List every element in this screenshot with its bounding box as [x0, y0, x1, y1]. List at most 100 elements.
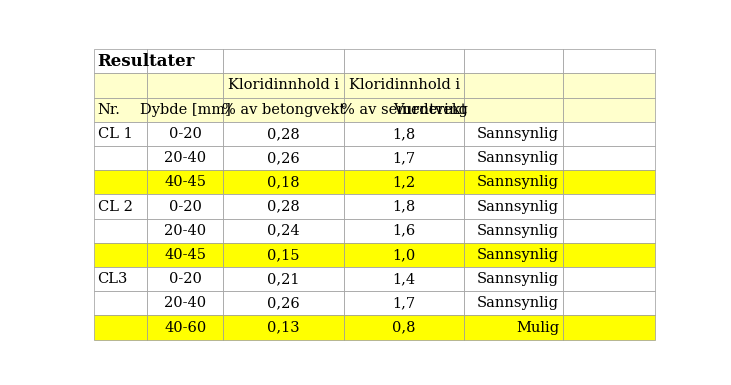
Bar: [464, 146, 563, 170]
Bar: [148, 122, 223, 146]
Bar: [148, 267, 223, 291]
Bar: [94, 243, 148, 267]
Bar: [148, 315, 223, 340]
Text: Mulig: Mulig: [516, 321, 559, 335]
Bar: [563, 146, 655, 170]
Bar: [94, 291, 148, 315]
Bar: [464, 219, 563, 243]
Text: Sannsynlig: Sannsynlig: [477, 151, 559, 165]
Bar: [148, 243, 223, 267]
Text: 0,8: 0,8: [393, 321, 416, 335]
Text: Sannsynlig: Sannsynlig: [477, 127, 559, 141]
Bar: [94, 315, 148, 340]
Bar: [94, 122, 148, 146]
Text: 1,7: 1,7: [393, 296, 416, 310]
Text: Sannsynlig: Sannsynlig: [477, 248, 559, 262]
Text: 1,7: 1,7: [393, 151, 416, 165]
Text: 20-40: 20-40: [164, 296, 206, 310]
Bar: [94, 74, 148, 97]
Text: Nr.: Nr.: [98, 103, 121, 117]
Bar: [223, 243, 344, 267]
Text: 0,26: 0,26: [267, 151, 300, 165]
Bar: [464, 267, 563, 291]
Text: Sannsynlig: Sannsynlig: [477, 296, 559, 310]
Bar: [148, 219, 223, 243]
Text: 1,0: 1,0: [393, 248, 416, 262]
Bar: [563, 267, 655, 291]
Bar: [563, 122, 655, 146]
Text: 0,18: 0,18: [268, 175, 300, 189]
Bar: [563, 315, 655, 340]
Bar: [344, 97, 464, 122]
Text: 40-45: 40-45: [164, 175, 206, 189]
Bar: [223, 219, 344, 243]
Bar: [223, 194, 344, 219]
Bar: [223, 49, 344, 74]
Text: 0,15: 0,15: [268, 248, 300, 262]
Text: Sannsynlig: Sannsynlig: [477, 224, 559, 238]
Bar: [344, 194, 464, 219]
Bar: [148, 97, 223, 122]
Bar: [94, 170, 148, 194]
Text: 0,28: 0,28: [267, 199, 300, 214]
Bar: [464, 74, 563, 97]
Text: Sannsynlig: Sannsynlig: [477, 175, 559, 189]
Bar: [344, 122, 464, 146]
Text: Sannsynlig: Sannsynlig: [477, 199, 559, 214]
Bar: [148, 194, 223, 219]
Bar: [94, 219, 148, 243]
Bar: [223, 315, 344, 340]
Text: CL 1: CL 1: [98, 127, 132, 141]
Bar: [223, 146, 344, 170]
Bar: [464, 122, 563, 146]
Bar: [344, 170, 464, 194]
Bar: [464, 49, 563, 74]
Text: 0,13: 0,13: [268, 321, 300, 335]
Text: 40-45: 40-45: [164, 248, 206, 262]
Text: CL 2: CL 2: [98, 199, 132, 214]
Text: 20-40: 20-40: [164, 151, 206, 165]
Text: Vurdering: Vurdering: [393, 103, 468, 117]
Bar: [563, 170, 655, 194]
Bar: [344, 243, 464, 267]
Text: 1,6: 1,6: [393, 224, 416, 238]
Text: % av sementvekt: % av sementvekt: [341, 103, 467, 117]
Text: 20-40: 20-40: [164, 224, 206, 238]
Bar: [223, 97, 344, 122]
Bar: [94, 194, 148, 219]
Bar: [344, 49, 464, 74]
Bar: [464, 315, 563, 340]
Text: 1,8: 1,8: [393, 127, 416, 141]
Text: 0,26: 0,26: [267, 296, 300, 310]
Text: Resultater: Resultater: [98, 53, 195, 70]
Bar: [344, 146, 464, 170]
Bar: [563, 291, 655, 315]
Bar: [148, 74, 223, 97]
Text: 0-20: 0-20: [169, 272, 202, 286]
Bar: [563, 49, 655, 74]
Bar: [563, 74, 655, 97]
Bar: [94, 97, 148, 122]
Text: 1,4: 1,4: [393, 272, 416, 286]
Text: Kloridinnhold i: Kloridinnhold i: [228, 79, 339, 92]
Bar: [464, 243, 563, 267]
Bar: [223, 170, 344, 194]
Bar: [344, 291, 464, 315]
Bar: [464, 194, 563, 219]
Bar: [148, 146, 223, 170]
Bar: [563, 219, 655, 243]
Bar: [344, 315, 464, 340]
Bar: [94, 146, 148, 170]
Bar: [563, 97, 655, 122]
Text: Sannsynlig: Sannsynlig: [477, 272, 559, 286]
Bar: [94, 267, 148, 291]
Text: 1,8: 1,8: [393, 199, 416, 214]
Bar: [148, 170, 223, 194]
Bar: [223, 122, 344, 146]
Bar: [563, 194, 655, 219]
Text: 40-60: 40-60: [164, 321, 206, 335]
Bar: [563, 243, 655, 267]
Bar: [344, 74, 464, 97]
Bar: [344, 219, 464, 243]
Text: 0-20: 0-20: [169, 127, 202, 141]
